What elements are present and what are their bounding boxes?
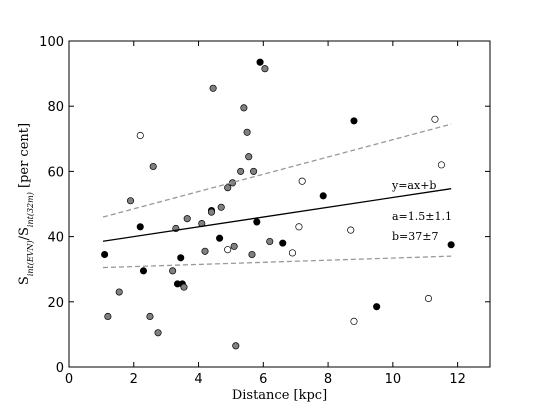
axis-ticks: 0 2 4 6 8 10 12 0 20 40 60 80 100 [39,35,490,387]
data-point-open [350,317,358,325]
data-point-grey [261,65,269,73]
data-point-grey [146,312,154,321]
data-point-grey [217,203,225,211]
x-tick-label: 10 [385,372,402,387]
data-point-grey [240,104,248,112]
y-tick-label: 0 [56,361,64,376]
data-point-open [437,161,445,169]
data-point-black [136,223,144,231]
x-tick-label: 12 [449,372,466,387]
data-point-grey [209,84,217,92]
data-point-grey [237,167,245,175]
data-point-grey [224,184,232,192]
fit-line [102,188,452,242]
y-label-main: S [17,276,32,285]
data-point-black [256,58,264,66]
fit-upper-bound-line [102,123,452,218]
data-point-open [224,246,232,254]
data-point-black [253,218,261,226]
fit-equation-label: y=ax+b [391,179,436,192]
data-point-open [431,115,439,123]
data-point-black [177,254,185,262]
x-tick-label: 2 [130,372,138,387]
data-point-black [350,117,358,125]
data-point-grey [207,208,216,216]
y-tick-label: 60 [47,165,64,180]
data-point-black [101,250,109,259]
fit-lower-bound-line [102,255,452,269]
x-tick-label: 8 [324,372,332,387]
data-point-black [319,192,327,200]
data-point-open [424,294,433,303]
y-tick-label: 80 [47,100,64,115]
fit-slope-label: a=1.5±1.1 [392,210,452,223]
data-point-grey [180,283,188,291]
data-point-grey [230,242,238,250]
data-point-grey [149,162,157,171]
data-point-open [295,223,303,231]
data-point-black [216,234,224,242]
x-tick-label: 6 [259,372,267,387]
data-point-grey [104,312,112,321]
data-point-grey [201,247,209,255]
y-label-unit: [per cent] [17,123,32,192]
x-tick-label: 0 [65,372,73,387]
y-tick-label: 40 [47,231,64,246]
data-point-black [279,239,287,247]
data-point-grey [126,197,135,205]
data-point-open [136,131,144,140]
data-point-open [298,177,306,185]
data-point-grey [245,153,253,161]
fit-lines [102,123,452,269]
y-axis-label: Sint(EVN)/Sint(32m) [per cent] [17,123,35,285]
y-label-sub2: int(32m) [26,192,35,227]
fit-intercept-label: b=37±7 [392,230,438,243]
data-point-grey [266,237,274,246]
x-axis-label: Distance [kpc] [232,388,327,403]
data-point-grey [115,288,123,296]
data-point-open [288,249,297,257]
data-point-grey [154,329,162,337]
data-point-black [373,303,381,311]
x-tick-label: 4 [194,372,202,387]
y-label-mid: /S [17,227,32,240]
data-point-grey [169,267,177,275]
data-point-black [447,241,455,249]
plot-frame [68,40,491,368]
data-point-grey [183,215,191,223]
data-point-grey [232,342,240,350]
data-marks [101,58,455,350]
data-point-grey [250,167,258,175]
data-point-grey [243,128,251,136]
y-tick-label: 20 [47,296,64,311]
data-point-open [347,226,355,234]
data-point-black [139,267,148,275]
data-point-grey [248,250,256,259]
y-label-sub1: int(EVN) [26,240,35,276]
y-tick-label: 100 [39,35,64,50]
